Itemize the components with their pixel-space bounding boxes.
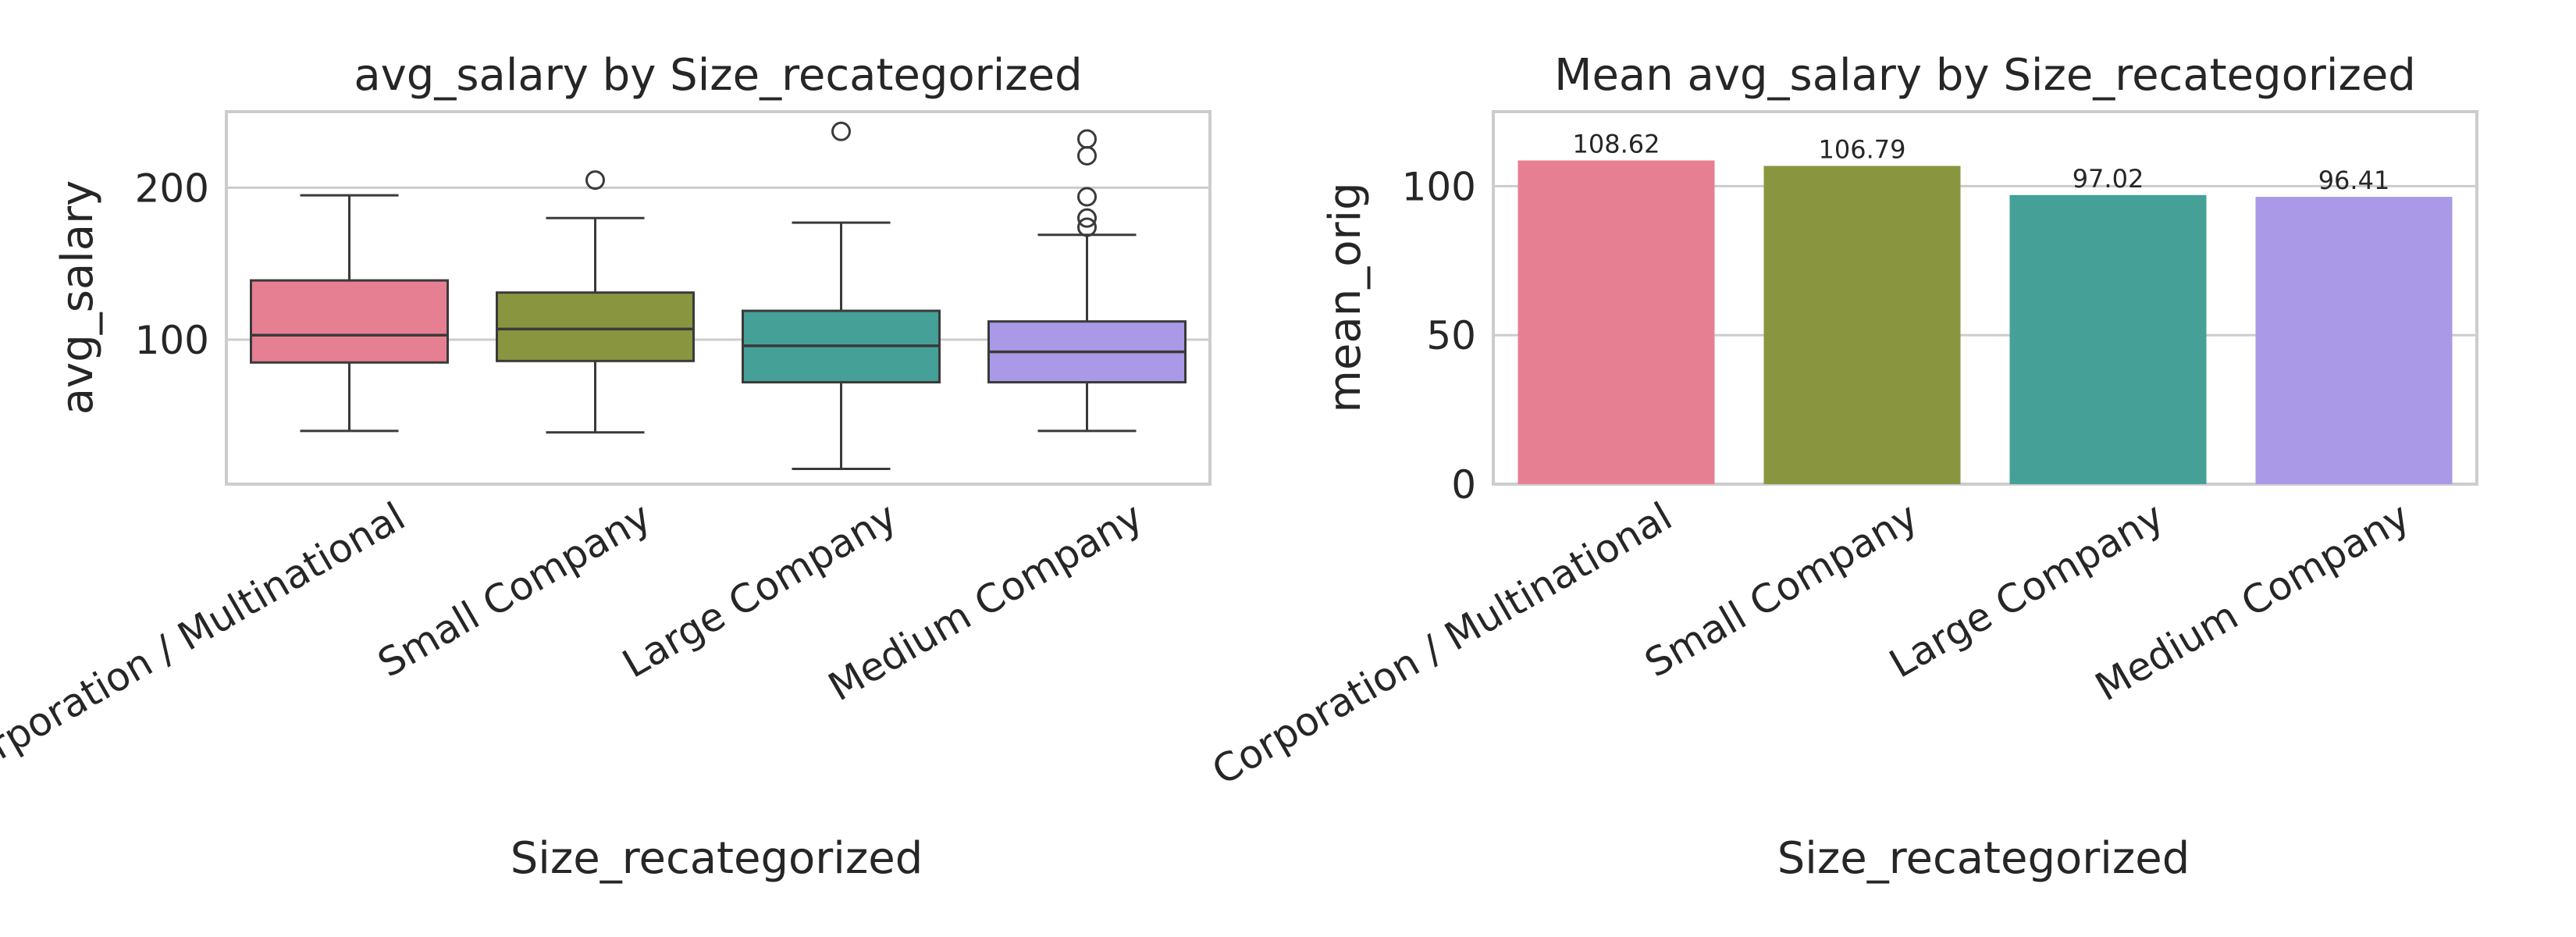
box-group xyxy=(987,129,1187,433)
box-iqr xyxy=(250,279,449,364)
barchart-y-tick-label: 50 xyxy=(1426,313,1476,358)
bar xyxy=(1763,166,1961,484)
bar-value-label: 97.02 xyxy=(2073,164,2144,194)
box-outlier-point xyxy=(585,170,605,191)
bar xyxy=(2009,194,2207,485)
barchart-y-tick-labels: 0 50 100 xyxy=(1402,164,1476,508)
barchart-y-tick-label: 0 xyxy=(1451,462,1476,508)
boxplot-y-tick-label: 100 xyxy=(135,318,209,363)
barchart-x-tick-label: Small Company xyxy=(1637,493,1925,686)
boxplot-y-axis-label: avg_salary xyxy=(52,180,103,415)
barchart-x-tick-label: Corporation / Multinational xyxy=(1204,493,1679,794)
barchart-panel: 108.62 106.79 97.02 96.41 0 50 100 Corporatio… xyxy=(1204,50,2478,884)
box-iqr xyxy=(496,291,695,362)
box-group xyxy=(496,170,695,434)
boxplot-x-axis-label: Size_recategorized xyxy=(511,833,923,884)
boxplot-panel: 100 200 Corporation / MultinationalSmall … xyxy=(0,50,1212,884)
box-outlier-point xyxy=(1077,187,1097,207)
barchart-y-axis-label: mean_orig xyxy=(1320,182,1371,412)
bar-value-label: 106.79 xyxy=(1819,134,1906,164)
bar xyxy=(2255,197,2453,485)
box-outlier-point xyxy=(1077,217,1097,237)
box-group xyxy=(742,121,941,471)
barchart-marks: 108.62 106.79 97.02 96.41 xyxy=(1517,130,2453,485)
box-outlier-point xyxy=(831,121,851,141)
boxplot-y-tick-label: 200 xyxy=(135,166,209,211)
boxplot-marks xyxy=(250,121,1187,471)
boxplot-x-tick-label: Small Company xyxy=(370,493,658,686)
barchart-title: Mean avg_salary by Size_recategorized xyxy=(1554,50,2416,101)
barchart-x-axis-label: Size_recategorized xyxy=(1777,833,2190,884)
boxplot-title: avg_salary by Size_recategorized xyxy=(354,50,1082,101)
box-outlier-point xyxy=(1077,208,1097,228)
bar-value-label: 96.41 xyxy=(2318,166,2390,195)
box-group xyxy=(250,194,449,433)
bar-value-label: 108.62 xyxy=(1573,130,1660,159)
boxplot-y-tick-labels: 100 200 xyxy=(135,166,209,363)
barchart-y-tick-label: 100 xyxy=(1402,164,1476,209)
boxplot-x-tick-label: Corporation / Multinational xyxy=(0,493,413,794)
box-outlier-point xyxy=(1077,129,1097,149)
bar xyxy=(1517,160,1715,484)
